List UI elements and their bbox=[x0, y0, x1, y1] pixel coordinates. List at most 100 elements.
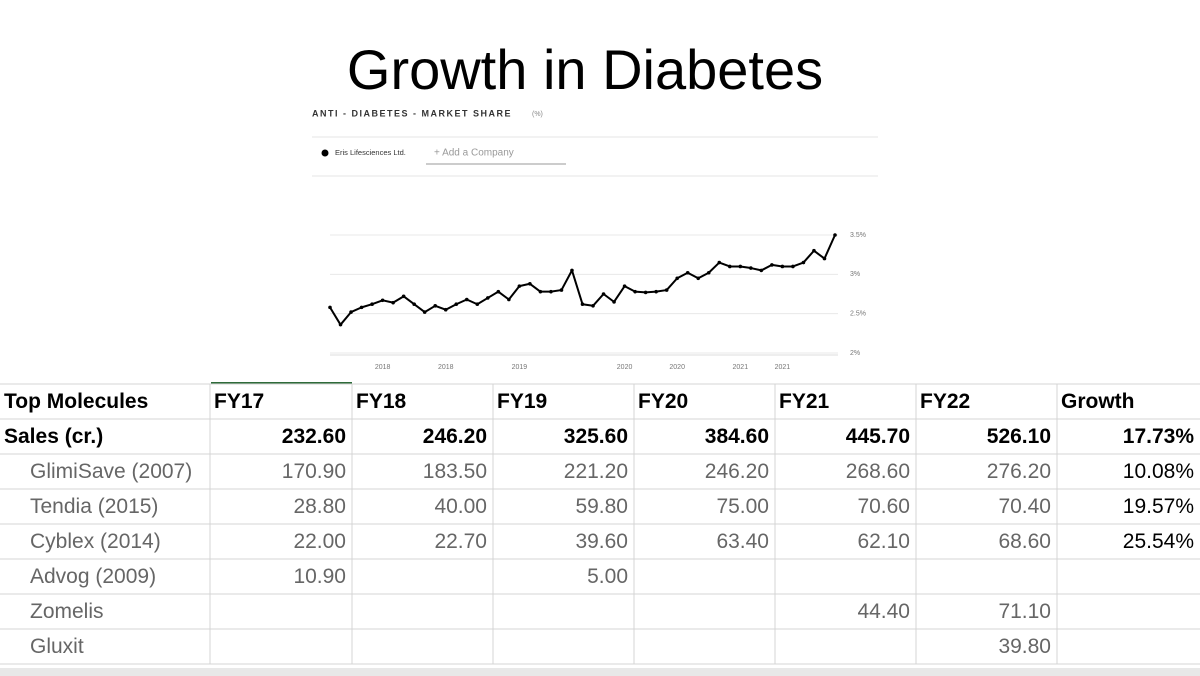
point bbox=[706, 270, 711, 275]
cell: 19.57% bbox=[1123, 495, 1194, 518]
point bbox=[801, 260, 806, 265]
add-company[interactable]: + Add a Company bbox=[434, 148, 514, 159]
point bbox=[633, 289, 637, 294]
row-label: GlimiSave (2007) bbox=[30, 460, 192, 483]
point bbox=[422, 310, 427, 314]
cell: 232.60 bbox=[282, 425, 346, 448]
point bbox=[643, 290, 648, 295]
x-tick-label: 2020 bbox=[617, 364, 633, 371]
cell: 526.10 bbox=[987, 425, 1051, 448]
cell: 183.50 bbox=[423, 460, 487, 483]
point bbox=[822, 256, 827, 261]
row-label: Tendia (2015) bbox=[30, 495, 158, 518]
cell: 39.60 bbox=[575, 530, 628, 553]
point bbox=[622, 284, 627, 288]
point bbox=[833, 233, 837, 237]
cell: 62.10 bbox=[857, 530, 910, 553]
cell: 10.08% bbox=[1123, 460, 1194, 483]
point bbox=[401, 294, 406, 299]
point bbox=[791, 264, 795, 269]
cell: 70.40 bbox=[998, 495, 1051, 518]
point bbox=[359, 305, 364, 310]
point bbox=[770, 263, 774, 267]
point bbox=[780, 264, 785, 269]
row-label: Gluxit bbox=[30, 635, 84, 658]
row-label: Sales (cr.) bbox=[4, 425, 103, 448]
point bbox=[517, 284, 522, 288]
cell: 28.80 bbox=[293, 495, 346, 518]
x-tick-label: 2018 bbox=[438, 364, 454, 371]
header-cell: Top Molecules bbox=[4, 390, 148, 413]
header-cell: FY20 bbox=[638, 390, 688, 413]
point bbox=[727, 264, 732, 269]
cell: 68.60 bbox=[998, 530, 1051, 553]
header-cell: FY19 bbox=[497, 390, 547, 413]
chart-unit: (%) bbox=[532, 111, 543, 118]
cell: 44.40 bbox=[857, 600, 910, 623]
cell: 22.70 bbox=[434, 530, 487, 553]
point bbox=[749, 266, 753, 270]
point bbox=[338, 322, 343, 327]
point bbox=[570, 268, 574, 273]
point bbox=[391, 300, 395, 305]
cell: 63.40 bbox=[716, 530, 769, 553]
point bbox=[612, 300, 616, 304]
slide-title: Growth in Diabetes bbox=[347, 38, 823, 101]
x-tick-label: 2021 bbox=[733, 364, 749, 371]
line bbox=[329, 234, 836, 326]
header-cell: Growth bbox=[1061, 390, 1135, 413]
point bbox=[349, 310, 353, 314]
y-tick-label: 3% bbox=[850, 271, 860, 278]
point bbox=[507, 297, 511, 302]
legend-entry: Eris Lifesciences Ltd. bbox=[335, 148, 406, 157]
x-tick-label: 2019 bbox=[512, 364, 528, 371]
y-tick-label: 3.5% bbox=[850, 232, 866, 239]
cell: 170.90 bbox=[282, 460, 346, 483]
point bbox=[580, 302, 585, 307]
cell: 39.80 bbox=[998, 635, 1051, 658]
point bbox=[654, 289, 658, 294]
cell: 59.80 bbox=[575, 495, 628, 518]
point bbox=[549, 289, 553, 294]
row-label: Advog (2009) bbox=[30, 565, 156, 588]
point bbox=[496, 289, 501, 294]
header-cell: FY17 bbox=[214, 390, 264, 413]
point bbox=[759, 268, 764, 273]
point bbox=[486, 296, 490, 300]
point bbox=[370, 302, 374, 307]
point bbox=[696, 276, 701, 281]
point bbox=[380, 298, 385, 303]
legend-marker bbox=[321, 149, 329, 157]
point bbox=[464, 297, 469, 302]
chart-title: ANTI - DIABETES - MARKET SHARE bbox=[312, 108, 512, 118]
y-tick-label: 2.5% bbox=[850, 311, 866, 318]
point bbox=[812, 248, 816, 253]
point bbox=[454, 302, 459, 307]
cell: 221.20 bbox=[564, 460, 628, 483]
point bbox=[685, 270, 690, 275]
point bbox=[738, 264, 743, 269]
cell: 10.90 bbox=[293, 565, 346, 588]
row-label: Zomelis bbox=[30, 600, 104, 623]
cell: 5.00 bbox=[587, 565, 628, 588]
point bbox=[591, 304, 595, 308]
cell: 276.20 bbox=[987, 460, 1051, 483]
cell: 40.00 bbox=[434, 495, 487, 518]
cell: 246.20 bbox=[705, 460, 769, 483]
cell: 384.60 bbox=[705, 425, 769, 448]
x-tick-label: 2020 bbox=[669, 364, 685, 371]
x-tick-label: 2018 bbox=[375, 364, 391, 371]
header-cell: FY21 bbox=[779, 390, 830, 413]
cell: 75.00 bbox=[716, 495, 769, 518]
cell: 25.54% bbox=[1123, 530, 1194, 553]
cell: 246.20 bbox=[423, 425, 487, 448]
header-cell: FY22 bbox=[920, 390, 970, 413]
point bbox=[717, 260, 722, 265]
cell: 445.70 bbox=[846, 425, 910, 448]
cell: 268.60 bbox=[846, 460, 910, 483]
point bbox=[538, 289, 543, 294]
cell: 71.10 bbox=[998, 600, 1051, 623]
point bbox=[559, 288, 564, 292]
y-tick-label: 2% bbox=[850, 350, 860, 357]
